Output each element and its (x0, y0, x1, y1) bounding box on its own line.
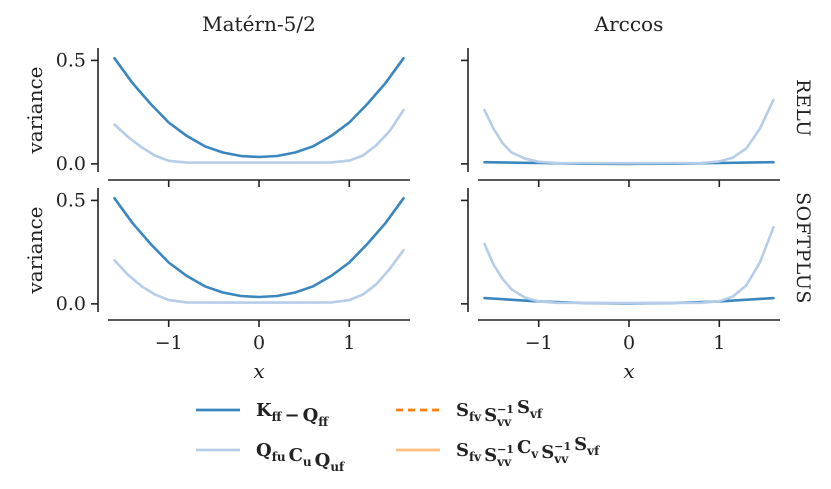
x-axis-label: x (623, 359, 634, 383)
series-line-kff (113, 57, 405, 159)
y-axis-label: variance (23, 66, 47, 154)
x-tick-label: 1 (343, 332, 355, 354)
series-line-qcq (483, 226, 775, 305)
legend-label: Sfv Svv−1 Svf (456, 397, 543, 429)
legend-symbol: Q (256, 440, 272, 461)
legend-subscript: fv (469, 410, 482, 424)
legend-symbol: S (484, 405, 497, 426)
legend-symbol: C (289, 445, 303, 466)
legend-subscript: u (303, 455, 312, 469)
panel-4: −1 0 1 x SOFTPLUS (461, 188, 814, 383)
legend-subscript: ff (318, 415, 329, 429)
legend-superscript: −1 (497, 443, 514, 456)
legend-subscript: v (530, 447, 539, 461)
legend-symbol: S (456, 440, 469, 461)
legend-subscript: fu (272, 450, 286, 464)
x-tick-label: 0 (253, 332, 265, 354)
x-tick-label: −1 (525, 332, 553, 354)
series-line-kff (113, 197, 405, 299)
legend-symbol: C (517, 437, 531, 458)
legend-subscript: vv (496, 415, 512, 429)
legend-label: Qfu Cu Quf (256, 440, 345, 474)
y-tick-label: 0.5 (56, 49, 86, 71)
x-axis-label: x (253, 359, 264, 383)
legend-item-sfv: Sfv Svv−1 Svf (396, 397, 543, 429)
y-tick-label: 0.5 (56, 189, 86, 211)
row-label: SOFTPLUS (792, 192, 814, 304)
series-line-qcq (113, 248, 405, 304)
column-title: Arccos (594, 12, 664, 36)
legend-symbol: − (285, 405, 300, 426)
panel-1: 0.0 0.5 Matérn-5/2 variance (23, 12, 410, 187)
column-title: Matérn-5/2 (202, 12, 316, 36)
legend-subscript: vv (553, 452, 569, 466)
series-line-qcq (483, 98, 775, 165)
legend-item-sfvc: Sfv Svv−1 Cv Svv−1 Svf (396, 434, 600, 469)
legend-symbol: S (574, 434, 587, 455)
legend-superscript: −1 (554, 440, 571, 453)
legend-subscript: ff (272, 410, 283, 424)
legend-symbol: S (456, 400, 469, 421)
y-axis-label: variance (23, 206, 47, 294)
legend-symbol: Q (303, 405, 319, 426)
legend-symbol: S (541, 442, 554, 463)
row-label: RELU (792, 79, 814, 137)
panel-2: Arccos RELU (461, 12, 814, 187)
x-tick-label: 1 (713, 332, 725, 354)
y-tick-label: 0.0 (56, 293, 86, 315)
legend-symbol: K (256, 400, 273, 421)
legend-subscript: uf (330, 460, 345, 474)
x-tick-label: 0 (623, 332, 635, 354)
legend-subscript: fv (469, 450, 482, 464)
legend-symbol: S (517, 397, 530, 418)
legend-symbol: S (484, 445, 497, 466)
x-tick-label: −1 (155, 332, 183, 354)
legend-item-qcq: Qfu Cu Quf (196, 440, 345, 474)
legend-label: Sfv Svv−1 Cv Svv−1 Svf (456, 434, 600, 469)
legend-item-kff: Kff − Qff (196, 400, 329, 429)
legend-label: Kff − Qff (256, 400, 329, 429)
legend-superscript: −1 (497, 403, 514, 416)
legend-subscript: vf (529, 407, 543, 421)
legend-subscript: vf (586, 444, 600, 458)
y-tick-label: 0.0 (56, 153, 86, 175)
series-line-qcq (113, 108, 405, 164)
legend-symbol: Q (315, 450, 331, 471)
legend-subscript: vv (496, 455, 512, 469)
panel-3: 0.0 0.5 −1 0 1 variance x (23, 188, 410, 383)
